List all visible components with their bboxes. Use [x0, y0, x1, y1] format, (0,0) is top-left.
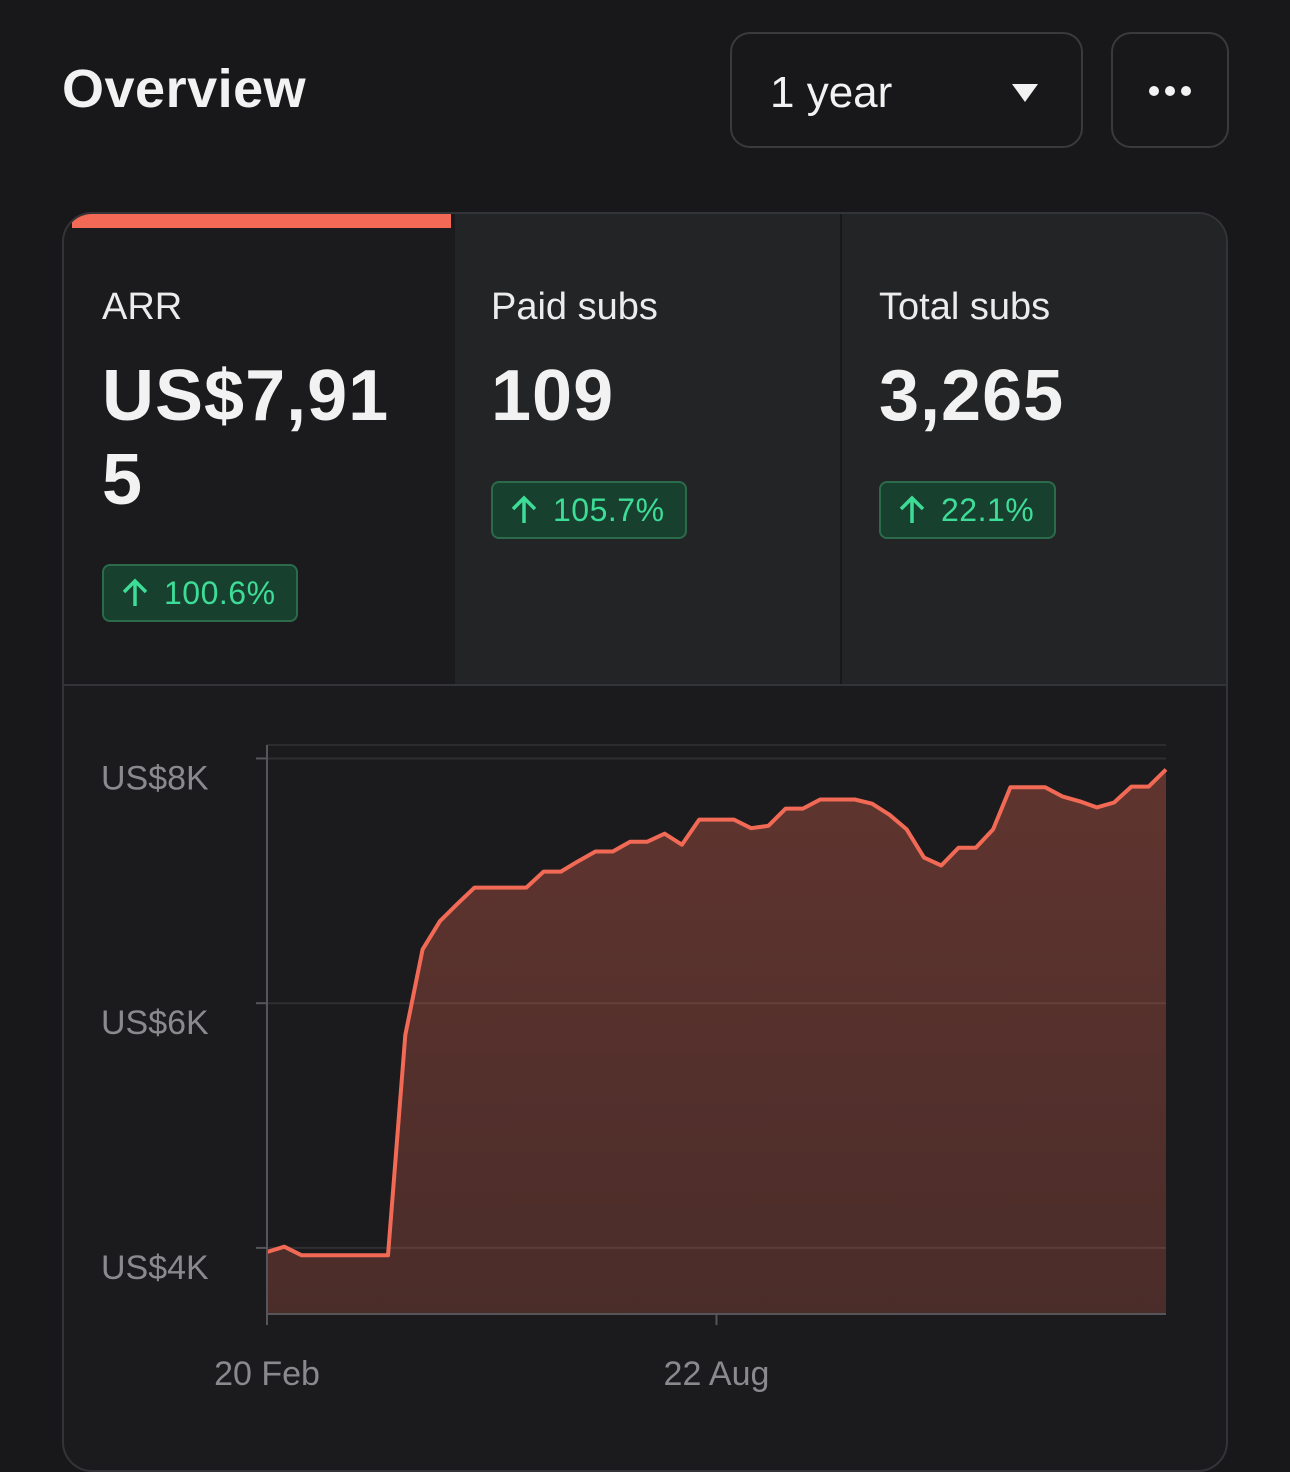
- x-tick-label: 22 Aug: [664, 1355, 770, 1393]
- metric-label: Total subs: [879, 286, 1051, 328]
- metric-tab[interactable]: Total subs 3,265 22.1%: [841, 214, 1226, 684]
- metric-value: 109: [491, 356, 615, 436]
- page-title: Overview: [62, 59, 307, 119]
- change-badge: 100.6%: [102, 564, 298, 622]
- up-arrow: [122, 578, 148, 606]
- line: [266, 768, 1168, 1258]
- x-tick-label: 20 Feb: [214, 1355, 320, 1393]
- y-tick-label: US$6K: [101, 1004, 209, 1042]
- page: Overview 1 year ARR US$7,915 100.6% Paid…: [62, 32, 1229, 1472]
- y-tick-label: US$4K: [101, 1249, 209, 1287]
- more-button[interactable]: [1111, 32, 1229, 148]
- metric-tab[interactable]: Paid subs 109 105.7%: [453, 214, 842, 684]
- divider: [453, 214, 455, 684]
- metric-tab[interactable]: ARR US$7,915 100.6%: [64, 214, 453, 684]
- area: [267, 769, 1166, 1314]
- metric-value: US$7,915: [102, 356, 390, 520]
- caret-icon: [1012, 84, 1038, 102]
- change-value: 100.6%: [164, 574, 276, 611]
- change-badge: 105.7%: [491, 481, 687, 539]
- divider: [64, 684, 1226, 686]
- period-dropdown[interactable]: 1 year: [730, 32, 1083, 148]
- metric-label: Paid subs: [491, 286, 658, 328]
- metric-value: 3,265: [879, 356, 1065, 436]
- up-arrow: [511, 495, 537, 523]
- up-arrow: [899, 495, 925, 523]
- change-value: 105.7%: [553, 491, 665, 528]
- period-label: 1 year: [770, 68, 893, 117]
- change-badge: 22.1%: [879, 481, 1057, 539]
- more-icon: [1149, 86, 1191, 96]
- chart: US$4K US$6K US$8K 20 Feb 22 Aug: [101, 744, 1168, 1393]
- active-indicator: [72, 214, 451, 228]
- metric-label: ARR: [102, 286, 183, 328]
- divider: [840, 214, 842, 684]
- change-value: 22.1%: [941, 491, 1035, 528]
- y-tick-label: US$8K: [101, 759, 209, 797]
